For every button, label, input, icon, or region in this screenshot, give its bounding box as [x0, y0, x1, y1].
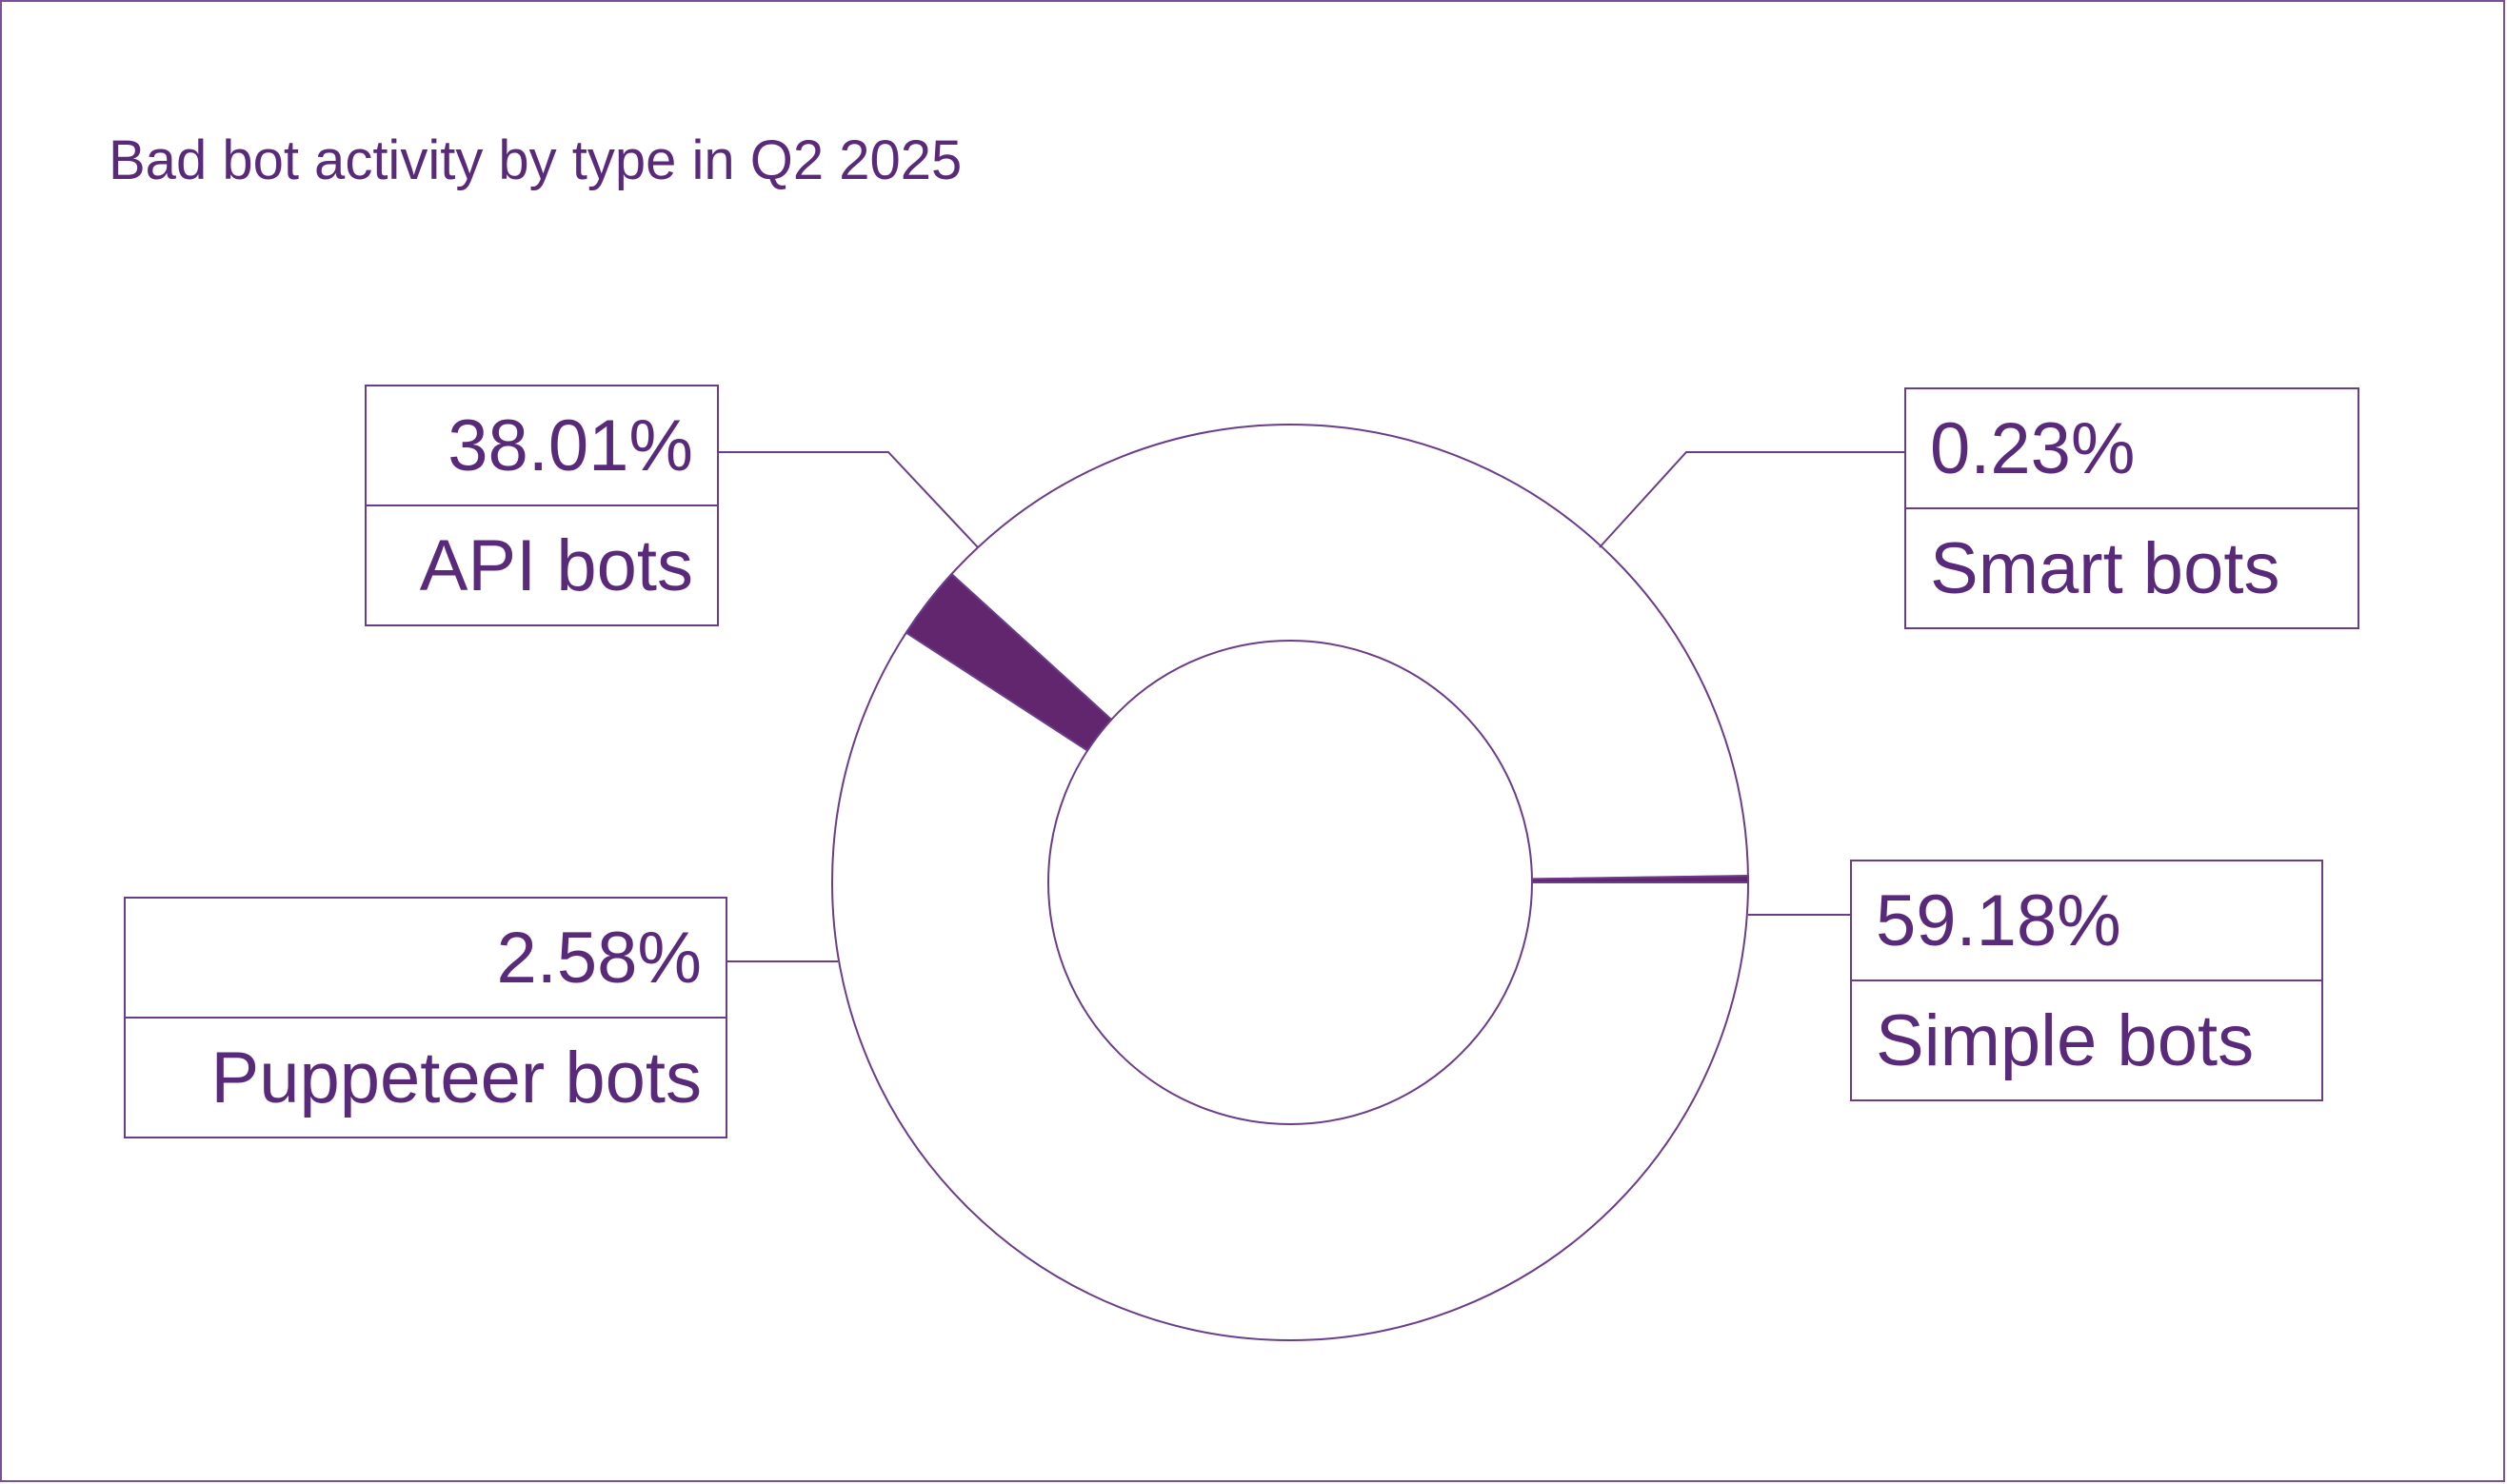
- slice-api-bots[interactable]: [951, 425, 1748, 879]
- slice-boundary: [950, 573, 1112, 721]
- slice-puppeteer-bots[interactable]: [905, 572, 1113, 752]
- leader-line: [718, 451, 979, 548]
- callout-simple-bots: 59.18% Simple bots: [1748, 860, 2323, 1101]
- category-label-simple-bots: Simple bots: [1876, 1000, 2254, 1081]
- slice-boundary: [905, 632, 1088, 752]
- value-label-smart-bots: 0.23%: [1930, 408, 2136, 489]
- chart-title: Bad bot activity by type in Q2 2025: [109, 129, 963, 191]
- value-label-simple-bots: 59.18%: [1876, 881, 2121, 961]
- value-label-api-bots: 38.01%: [448, 406, 693, 486]
- callout-puppeteer-bots: 2.58% Puppeteer bots: [124, 897, 838, 1138]
- category-label-puppeteer-bots: Puppeteer bots: [211, 1038, 703, 1118]
- slice-simple-bots[interactable]: [832, 633, 1748, 1340]
- value-label-puppeteer-bots: 2.58%: [497, 918, 703, 999]
- callout-smart-bots: 0.23% Smart bots: [1599, 387, 2359, 629]
- donut-inner-ring: [1047, 640, 1533, 1125]
- category-label-api-bots: API bots: [420, 525, 693, 606]
- category-label-smart-bots: Smart bots: [1930, 528, 2279, 609]
- slice-boundary: [1531, 875, 1748, 881]
- leader-line: [1599, 451, 1905, 548]
- callout-api-bots: 38.01% API bots: [365, 385, 979, 626]
- slice-smart-bots[interactable]: [1530, 875, 1750, 883]
